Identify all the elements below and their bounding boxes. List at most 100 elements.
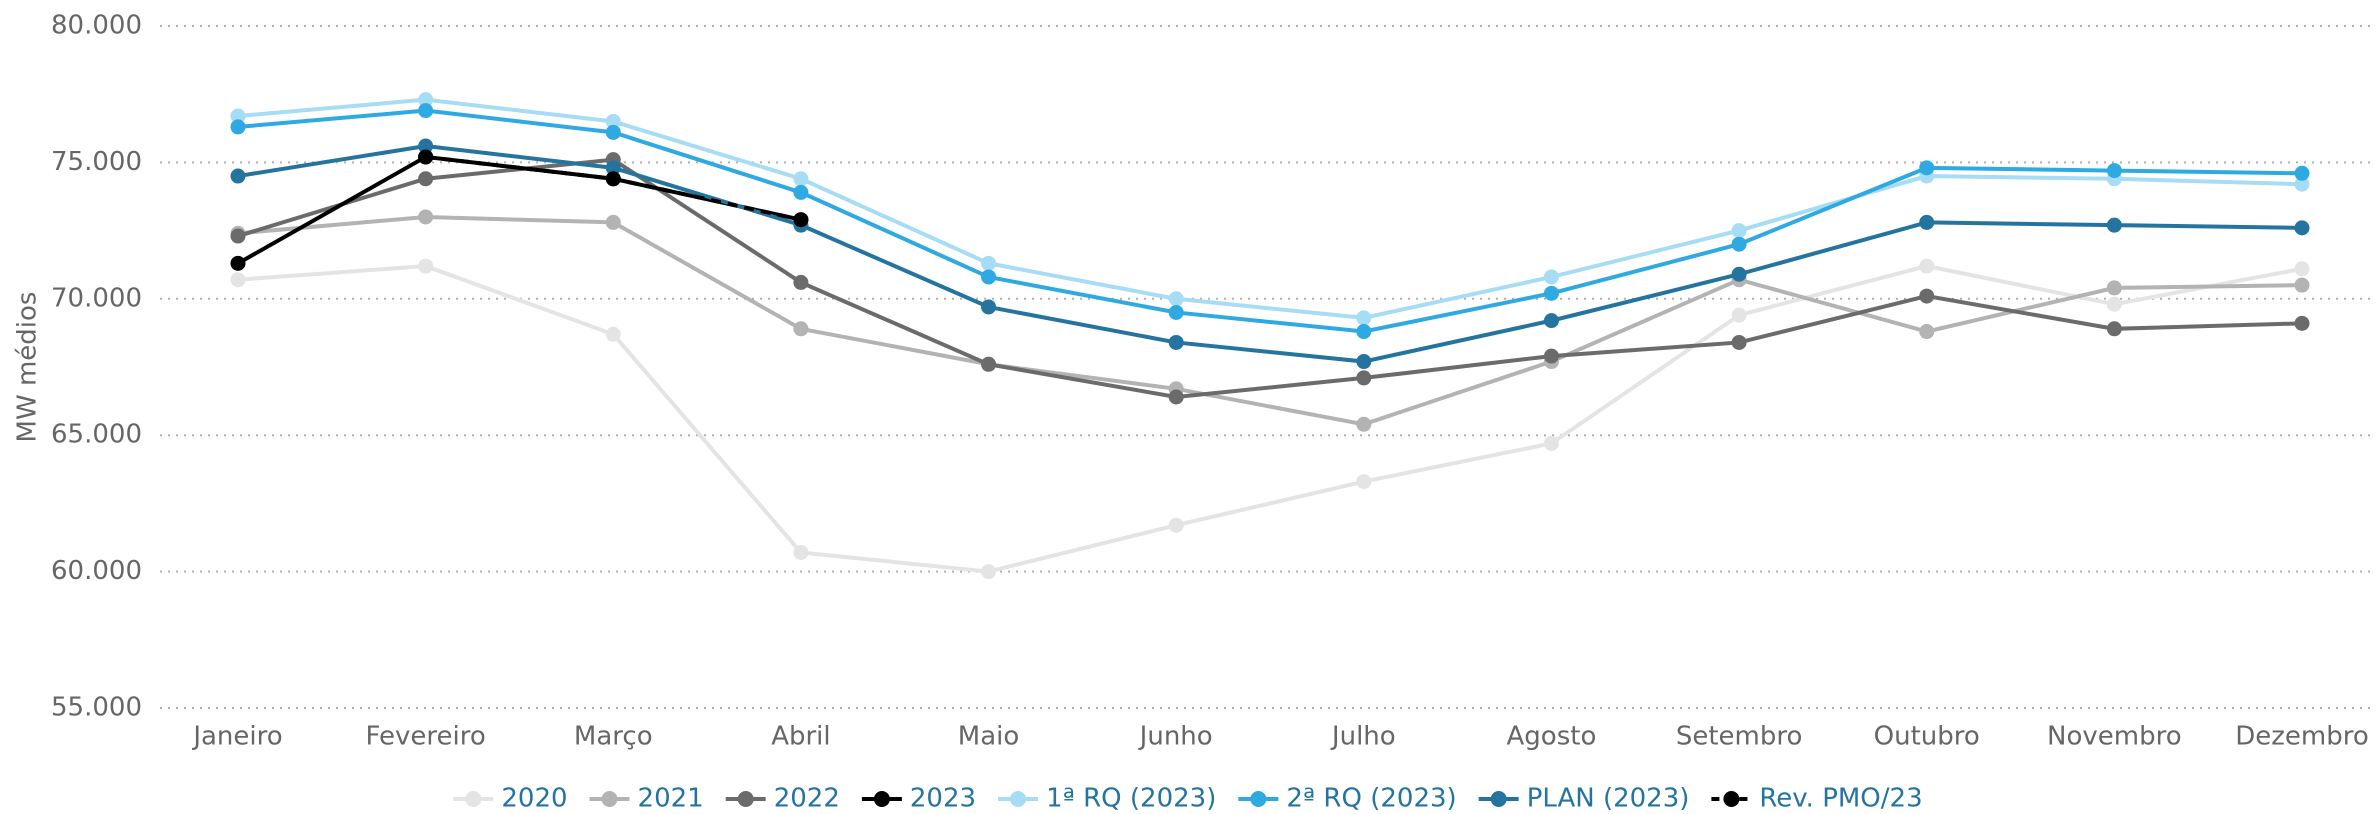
legend-label: 1ª RQ (2023) [1046, 784, 1216, 814]
series-line [237, 144, 2303, 364]
legend-marker [601, 791, 618, 807]
x-tick-label: Agosto [1507, 722, 1597, 752]
point [230, 119, 246, 135]
point [793, 545, 809, 561]
point [981, 299, 997, 315]
point [605, 124, 621, 140]
x-tick-label: Maio [958, 722, 1020, 752]
point [981, 269, 997, 285]
point [418, 103, 434, 119]
point [1543, 348, 1559, 364]
point [1543, 269, 1559, 285]
point [1543, 285, 1559, 301]
point [418, 138, 434, 154]
x-tick-label: Novembro [2047, 722, 2182, 752]
legend-marker [1250, 791, 1267, 807]
legend-label: 2023 [910, 784, 976, 814]
series-line [237, 214, 2303, 427]
x-tick-label: Setembro [1676, 722, 1803, 752]
point [1543, 313, 1559, 329]
point [1731, 334, 1747, 350]
point [1356, 474, 1372, 490]
point [230, 255, 246, 271]
y-tick-label: 80.000 [51, 11, 142, 41]
x-tick-label: Julho [1330, 722, 1396, 752]
legend-marker [737, 791, 754, 807]
legend-label: 2020 [501, 784, 567, 814]
point [1731, 223, 1747, 239]
x-tick-label: Março [574, 722, 653, 752]
point [1168, 517, 1184, 533]
point [1543, 435, 1559, 451]
point [2106, 163, 2122, 179]
legend-marker [873, 791, 890, 807]
series-line [237, 108, 2303, 334]
x-tick-label: Dezembro [2235, 722, 2369, 752]
point [230, 228, 246, 244]
point [1356, 370, 1372, 386]
point [1919, 324, 1935, 340]
series-line [237, 97, 2303, 320]
point [981, 255, 997, 271]
x-tick-label: Fevereiro [365, 722, 485, 752]
point [605, 160, 621, 176]
legend-label: PLAN (2023) [1527, 784, 1690, 814]
x-tick-label: Outubro [1874, 722, 1980, 752]
point [1168, 304, 1184, 320]
point [793, 212, 809, 228]
point [1731, 266, 1747, 282]
point [230, 108, 246, 124]
legend-marker [1723, 791, 1740, 807]
point [1168, 334, 1184, 350]
x-tick-label: Janeiro [191, 722, 282, 752]
legend-label: Rev. PMO/23 [1759, 784, 1922, 814]
legend-marker [1490, 791, 1507, 807]
point [2294, 277, 2310, 293]
y-axis-title: MW médios [13, 292, 43, 443]
point [418, 92, 434, 108]
x-tick-label: Abril [771, 722, 830, 752]
point [418, 258, 434, 274]
point [605, 113, 621, 129]
point [1356, 354, 1372, 370]
point [418, 209, 434, 225]
legend: 2020 2021 2022 2023 1ª RQ (2023) 2ª RQ (2023)… [453, 784, 1923, 814]
y-tick-label: 70.000 [51, 283, 142, 313]
point [2294, 315, 2310, 331]
y-tick-label: 75.000 [51, 147, 142, 177]
point [2106, 321, 2122, 337]
legend-marker [1010, 791, 1027, 807]
point [1919, 160, 1935, 176]
legend-label: 2021 [638, 784, 704, 814]
point [2106, 296, 2122, 312]
x-tick-label: Junho [1138, 722, 1213, 752]
point [981, 564, 997, 580]
y-tick-label: 65.000 [51, 420, 142, 450]
point [1356, 310, 1372, 326]
point [230, 168, 246, 184]
point [1919, 288, 1935, 304]
point [605, 171, 621, 187]
point [793, 274, 809, 290]
point [418, 149, 434, 165]
point [2294, 165, 2310, 181]
series-line [237, 264, 2303, 574]
point [2294, 261, 2310, 277]
point [793, 171, 809, 187]
point [1919, 258, 1935, 274]
point [1919, 214, 1935, 230]
point [230, 272, 246, 288]
point [605, 326, 621, 342]
point [1168, 291, 1184, 307]
point [793, 184, 809, 200]
point [2106, 280, 2122, 296]
point [605, 214, 621, 230]
legend-label: 2ª RQ (2023) [1286, 784, 1456, 814]
point [1731, 236, 1747, 252]
point [2294, 176, 2310, 192]
y-tick-label: 60.000 [51, 556, 142, 586]
point [793, 321, 809, 337]
point [1168, 389, 1184, 405]
y-tick-label: 55.000 [51, 693, 142, 723]
point [418, 171, 434, 187]
